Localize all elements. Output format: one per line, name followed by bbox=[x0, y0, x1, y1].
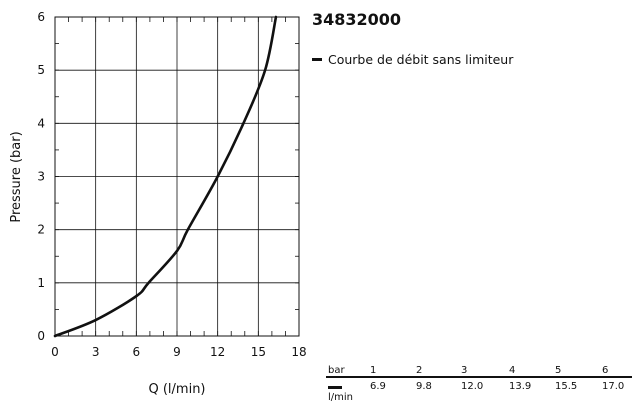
y-tick-label: 5 bbox=[37, 63, 45, 77]
x-tick-label: 3 bbox=[92, 345, 100, 359]
flow-table-bar-value: 4 bbox=[509, 365, 516, 376]
flow-table: bar l/min 1 6.9 2 9.8 3 12.0 4 13.9 5 15.5 6 17.0 bbox=[326, 365, 632, 405]
x-tick-label: 15 bbox=[251, 345, 266, 359]
flow-table-flow-value: 6.9 bbox=[370, 381, 386, 392]
flow-table-flow-value: 13.9 bbox=[509, 381, 532, 392]
flow-table-unit-label: l/min bbox=[328, 392, 354, 403]
x-tick-label: 6 bbox=[133, 345, 141, 359]
y-tick-label: 2 bbox=[37, 223, 45, 237]
legend: Courbe de débit sans limiteur bbox=[312, 52, 513, 67]
flow-table-bar-value: 5 bbox=[555, 365, 562, 376]
flow-table-flow-value: 15.5 bbox=[555, 381, 578, 392]
y-tick-label: 6 bbox=[37, 10, 45, 24]
legend-swatch bbox=[312, 58, 322, 61]
flow-table-flow-value: 17.0 bbox=[602, 381, 625, 392]
x-axis-label: Q (l/min) bbox=[148, 382, 205, 397]
flow-table-bar-value: 1 bbox=[370, 365, 377, 376]
x-tick-label: 0 bbox=[51, 345, 59, 359]
flow-table-bar-value: 3 bbox=[461, 365, 468, 376]
y-tick-label: 1 bbox=[37, 276, 45, 290]
flow-table-flow-value: 12.0 bbox=[461, 381, 484, 392]
flow-table-bar-value: 2 bbox=[416, 365, 423, 376]
grid-lines bbox=[54, 16, 300, 337]
flow-table-unit-swatch bbox=[328, 386, 342, 389]
legend-label: Courbe de débit sans limiteur bbox=[328, 52, 514, 67]
y-tick-labels: 0 1 2 3 4 5 6 bbox=[37, 10, 45, 343]
flow-table-rule bbox=[326, 376, 632, 378]
curve-layer bbox=[53, 15, 278, 338]
x-tick-label: 9 bbox=[173, 345, 181, 359]
plot-frame bbox=[54, 16, 300, 337]
flow-table-header-label: bar bbox=[328, 365, 345, 376]
x-tick-label: 12 bbox=[210, 345, 225, 359]
chart-title: 34832000 bbox=[312, 10, 402, 29]
series-line-flow-curve bbox=[53, 15, 278, 338]
y-tick-label: 0 bbox=[37, 329, 45, 343]
flow-table-flow-value: 9.8 bbox=[416, 381, 432, 392]
x-tick-labels: 0 3 6 9 12 15 18 bbox=[51, 345, 306, 359]
y-tick-label: 3 bbox=[37, 170, 45, 184]
flow-table-bar-value: 6 bbox=[602, 365, 609, 376]
y-tick-label: 4 bbox=[37, 116, 45, 130]
x-tick-label: 18 bbox=[291, 345, 306, 359]
y-axis-label: Pressure (bar) bbox=[9, 131, 24, 222]
